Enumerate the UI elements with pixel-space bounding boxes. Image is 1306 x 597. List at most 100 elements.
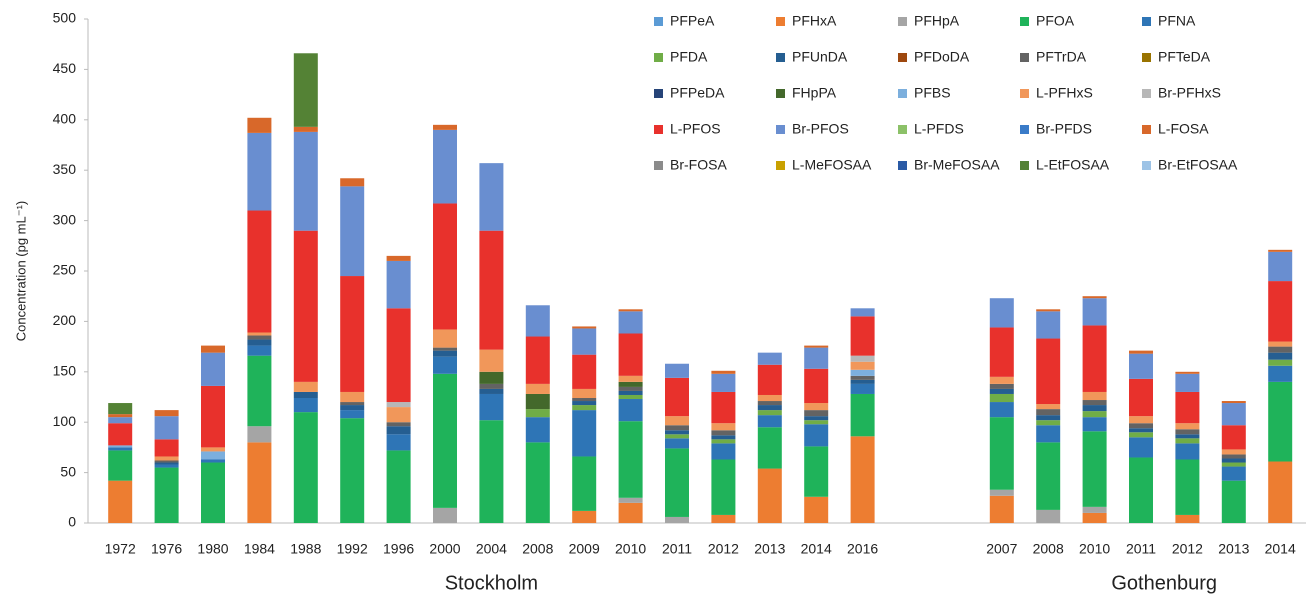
bar-segment — [433, 347, 457, 351]
bar-segment — [525, 305, 550, 337]
legend-swatch — [654, 17, 663, 26]
x-tick-label: 2016 — [847, 541, 878, 557]
x-tick-label: 2011 — [662, 541, 692, 557]
bar-segment — [1268, 365, 1293, 382]
x-tick-label: 2008 — [522, 541, 553, 557]
bar-segment — [1221, 425, 1246, 450]
bar-segment — [247, 332, 272, 336]
bar-segment — [1036, 415, 1061, 421]
legend-swatch — [1020, 89, 1029, 98]
bar-segment — [1036, 442, 1061, 510]
legend-swatch — [776, 161, 785, 170]
bar-segment — [804, 345, 829, 348]
bar-segment — [665, 363, 689, 378]
bar-segment — [479, 393, 504, 421]
bar-segment — [1268, 381, 1293, 462]
bar-segment — [1268, 352, 1293, 360]
bar-segment — [1221, 401, 1246, 404]
x-tick-label: 1988 — [290, 541, 321, 557]
bar-segment — [1175, 443, 1200, 460]
bar-segment — [711, 443, 736, 460]
bar-segment — [711, 373, 736, 392]
bar-segment — [757, 394, 782, 402]
x-tick-label: 2010 — [1079, 541, 1110, 557]
bar-segment — [479, 349, 504, 372]
bar-segment — [1268, 341, 1293, 347]
bar-segment — [850, 375, 875, 380]
legend-swatch — [1142, 53, 1151, 62]
legend-label: Br-FOSA — [670, 157, 727, 173]
bar-segment — [572, 398, 597, 402]
bar-segment — [154, 464, 179, 468]
bar-segment — [989, 402, 1014, 418]
legend-label: FHpPA — [792, 85, 837, 101]
bar-segment — [572, 326, 597, 329]
bar-segment — [201, 451, 225, 460]
bar-segment — [525, 417, 550, 443]
bar-segment — [1082, 391, 1107, 401]
bar-segment — [479, 163, 504, 231]
bar-segment — [665, 425, 689, 431]
legend-label: Br-MeFOSAA — [914, 157, 1000, 173]
bar-segment — [850, 355, 875, 362]
bar-segment — [433, 329, 457, 348]
bar-segment — [1129, 432, 1153, 438]
x-tick-label: 1976 — [151, 541, 182, 557]
bar-segment — [665, 448, 689, 517]
bar-segment — [1129, 353, 1153, 379]
bar-segment — [1082, 506, 1107, 513]
bar-segment — [433, 203, 457, 330]
bar-segment — [386, 402, 411, 408]
group-label: Stockholm — [445, 572, 538, 594]
bar-segment — [1268, 359, 1293, 366]
bar-segment — [665, 434, 689, 439]
bar-segment — [247, 339, 272, 346]
bar-segment — [201, 462, 225, 523]
x-tick-label: 2004 — [476, 541, 507, 557]
x-tick-label: 2014 — [1265, 541, 1296, 557]
x-tick-label: 2013 — [754, 541, 785, 557]
bar-segment — [850, 308, 875, 317]
bar-segment — [293, 381, 318, 392]
legend-label: PFUnDA — [792, 49, 848, 65]
bar-segment — [108, 423, 133, 446]
y-tick-label: 450 — [53, 60, 77, 76]
x-tick-label: 2009 — [569, 541, 600, 557]
bar-segment — [247, 117, 272, 133]
bar-segment — [1036, 425, 1061, 443]
legend-label: PFHxA — [792, 13, 837, 29]
bar-segment — [711, 391, 736, 424]
bar-segment — [340, 391, 365, 403]
bar-segment — [433, 350, 457, 357]
x-tick-label: 1972 — [105, 541, 136, 557]
x-tick-label: 2008 — [1033, 541, 1064, 557]
bar-segment — [1268, 346, 1293, 353]
bar-segment — [989, 495, 1014, 523]
bar-segment — [757, 468, 782, 523]
bar-segment — [293, 53, 318, 127]
bar-segment — [386, 426, 411, 435]
y-tick-label: 100 — [53, 413, 77, 429]
legend-swatch — [898, 161, 907, 170]
y-tick-label: 400 — [53, 111, 77, 127]
x-tick-label: 2007 — [986, 541, 1017, 557]
bar-segment — [989, 298, 1014, 328]
bar-segment — [711, 439, 736, 444]
bar-segment — [572, 388, 597, 399]
y-tick-label: 150 — [53, 363, 77, 379]
legend-label: PFNA — [1158, 13, 1196, 29]
legend-label: PFDoDA — [914, 49, 970, 65]
x-tick-label: 2010 — [615, 541, 646, 557]
legend-swatch — [898, 53, 907, 62]
legend-swatch — [1142, 17, 1151, 26]
bar-segment — [1268, 281, 1293, 342]
bar-segment — [386, 422, 411, 427]
bar-segment — [108, 414, 133, 418]
bar-segment — [665, 438, 689, 449]
x-tick-label: 2012 — [708, 541, 739, 557]
bar-segment — [1082, 431, 1107, 507]
legend-swatch — [654, 161, 663, 170]
x-tick-label: 1996 — [383, 541, 414, 557]
bar-segment — [1175, 423, 1200, 430]
bar-segment — [850, 316, 875, 356]
